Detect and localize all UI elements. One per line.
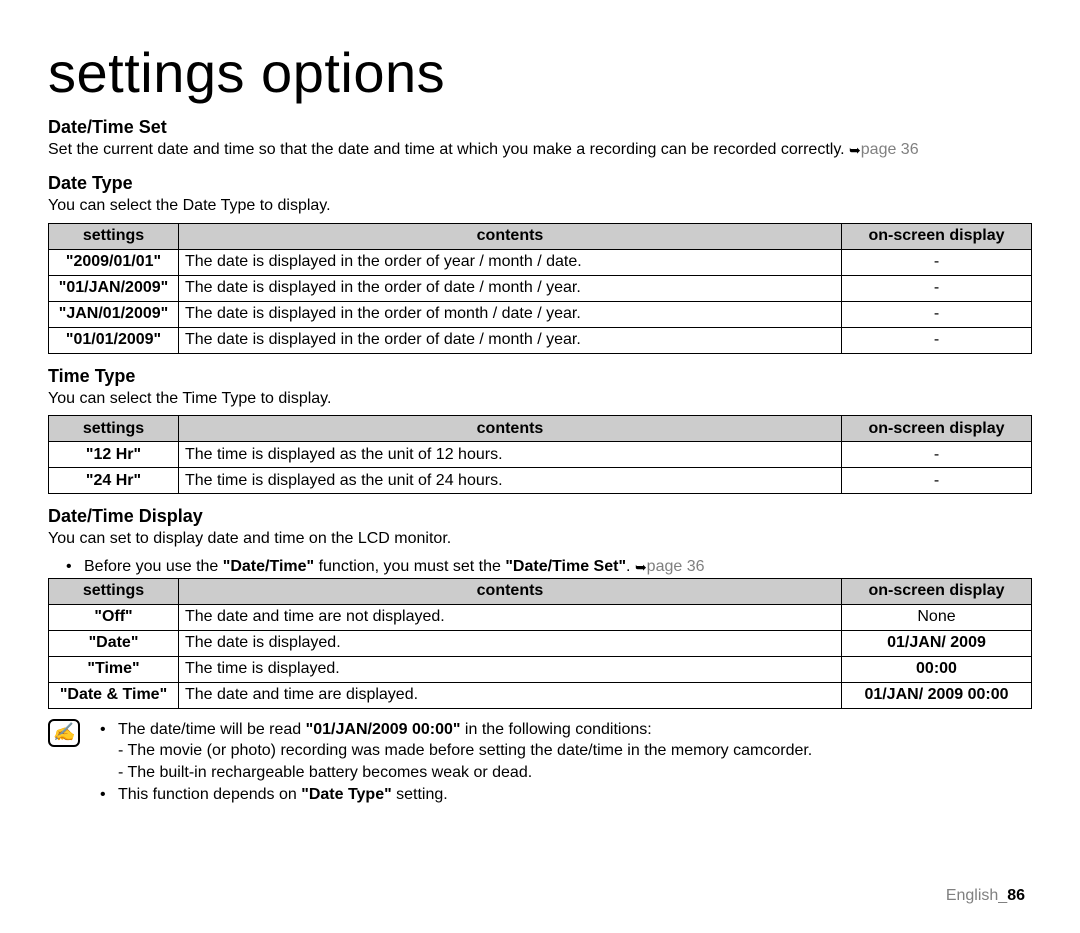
cell-osd: - [842, 301, 1032, 327]
cell-setting: "Off" [49, 604, 179, 630]
col-header-contents: contents [179, 578, 842, 604]
table-row: "Date" The date is displayed. 01/JAN/ 20… [49, 630, 1032, 656]
col-header-osd: on-screen display [842, 578, 1032, 604]
page-ref: page 36 [647, 558, 705, 575]
table-row: "12 Hr" The time is displayed as the uni… [49, 442, 1032, 468]
section-desc-datetime-display: You can set to display date and time on … [48, 529, 1032, 550]
bullet-icon: • [66, 556, 84, 578]
col-header-settings: settings [49, 578, 179, 604]
cell-setting: "Date & Time" [49, 682, 179, 708]
page-ref: page 36 [861, 141, 919, 158]
section-title-time-type: Time Type [48, 366, 1032, 387]
note-block: ✍ • The date/time will be read "01/JAN/2… [48, 719, 1032, 805]
page-footer: English_86 [946, 887, 1025, 905]
cell-osd: - [842, 275, 1032, 301]
cell-content: The date and time are not displayed. [179, 604, 842, 630]
bullet-icon: • [100, 719, 118, 741]
bullet-icon: • [100, 784, 118, 806]
cell-osd: 01/JAN/ 2009 00:00 [842, 682, 1032, 708]
time-type-table: settings contents on-screen display "12 … [48, 415, 1032, 494]
cell-osd: - [842, 468, 1032, 494]
cell-content: The date is displayed in the order of mo… [179, 301, 842, 327]
cell-content: The time is displayed as the unit of 24 … [179, 468, 842, 494]
table-header-row: settings contents on-screen display [49, 578, 1032, 604]
note-icon: ✍ [48, 719, 80, 747]
text-bold: "01/JAN/2009 00:00" [306, 721, 461, 738]
section-title-datetime-display: Date/Time Display [48, 506, 1032, 527]
cell-osd: 01/JAN/ 2009 [842, 630, 1032, 656]
cell-osd: - [842, 442, 1032, 468]
cell-setting: "24 Hr" [49, 468, 179, 494]
desc-text: Set the current date and time so that th… [48, 141, 849, 158]
cell-content: The time is displayed. [179, 656, 842, 682]
text-bold: "Date/Time" [223, 558, 314, 575]
table-row: "01/01/2009" The date is displayed in th… [49, 327, 1032, 353]
table-row: "Date & Time" The date and time are disp… [49, 682, 1032, 708]
text-part: . [626, 558, 635, 575]
bullet-text: Before you use the "Date/Time" function,… [84, 556, 705, 578]
section-desc-datetime-set: Set the current date and time so that th… [48, 140, 1032, 161]
col-header-contents: contents [179, 416, 842, 442]
table-row: "24 Hr" The time is displayed as the uni… [49, 468, 1032, 494]
page-title: settings options [48, 40, 1032, 105]
col-header-osd: on-screen display [842, 223, 1032, 249]
col-header-settings: settings [49, 223, 179, 249]
cell-osd: - [842, 249, 1032, 275]
note-dash: - The movie (or photo) recording was mad… [118, 740, 812, 762]
cell-osd: None [842, 604, 1032, 630]
text-part: The date/time will be read [118, 721, 306, 738]
table-row: "Off" The date and time are not displaye… [49, 604, 1032, 630]
cell-osd: 00:00 [842, 656, 1032, 682]
section-title-datetime-set: Date/Time Set [48, 117, 1032, 138]
cell-content: The date is displayed. [179, 630, 842, 656]
text-part: function, you must set the [314, 558, 505, 575]
cell-content: The date is displayed in the order of da… [179, 275, 842, 301]
note-line: This function depends on "Date Type" set… [118, 784, 448, 806]
section-desc-time-type: You can select the Time Type to display. [48, 389, 1032, 410]
cell-content: The date is displayed in the order of da… [179, 327, 842, 353]
datetime-display-table: settings contents on-screen display "Off… [48, 578, 1032, 709]
note-line: The date/time will be read "01/JAN/2009 … [118, 719, 652, 741]
note-content: • The date/time will be read "01/JAN/200… [100, 719, 812, 805]
table-row: "01/JAN/2009" The date is displayed in t… [49, 275, 1032, 301]
text-bold: "Date Type" [301, 786, 391, 803]
cell-osd: - [842, 327, 1032, 353]
cell-setting: "Time" [49, 656, 179, 682]
table-row: "JAN/01/2009" The date is displayed in t… [49, 301, 1032, 327]
arrow-icon: ➥ [849, 141, 861, 159]
section-desc-date-type: You can select the Date Type to display. [48, 196, 1032, 217]
text-part: in the following conditions: [460, 721, 651, 738]
footer-lang: English [946, 887, 998, 904]
cell-content: The date is displayed in the order of ye… [179, 249, 842, 275]
cell-setting: "12 Hr" [49, 442, 179, 468]
bullet-block: • Before you use the "Date/Time" functio… [66, 556, 1032, 578]
arrow-icon: ➥ [635, 558, 647, 577]
cell-setting: "2009/01/01" [49, 249, 179, 275]
col-header-contents: contents [179, 223, 842, 249]
table-header-row: settings contents on-screen display [49, 223, 1032, 249]
text-part: This function depends on [118, 786, 301, 803]
table-header-row: settings contents on-screen display [49, 416, 1032, 442]
cell-setting: "Date" [49, 630, 179, 656]
cell-setting: "01/JAN/2009" [49, 275, 179, 301]
section-title-date-type: Date Type [48, 173, 1032, 194]
cell-content: The time is displayed as the unit of 12 … [179, 442, 842, 468]
date-type-table: settings contents on-screen display "200… [48, 223, 1032, 354]
table-row: "Time" The time is displayed. 00:00 [49, 656, 1032, 682]
text-part: setting. [392, 786, 448, 803]
col-header-settings: settings [49, 416, 179, 442]
text-part: Before you use the [84, 558, 223, 575]
col-header-osd: on-screen display [842, 416, 1032, 442]
cell-setting: "01/01/2009" [49, 327, 179, 353]
table-row: "2009/01/01" The date is displayed in th… [49, 249, 1032, 275]
text-bold: "Date/Time Set" [505, 558, 626, 575]
footer-page-number: 86 [1007, 887, 1025, 904]
cell-content: The date and time are displayed. [179, 682, 842, 708]
note-dash: - The built-in rechargeable battery beco… [118, 762, 812, 784]
cell-setting: "JAN/01/2009" [49, 301, 179, 327]
